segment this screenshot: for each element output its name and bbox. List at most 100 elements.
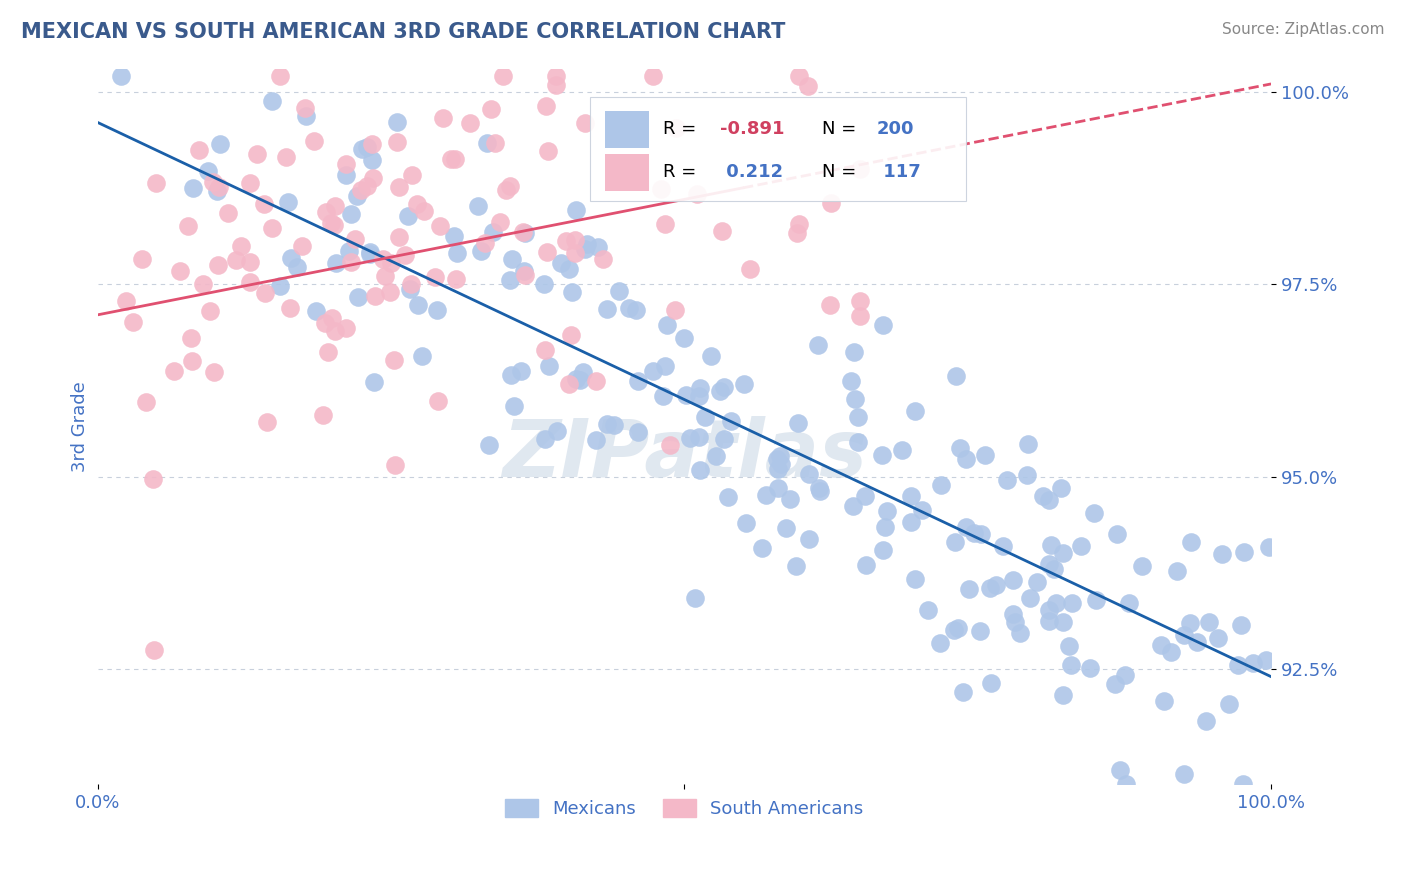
- Point: [484, 136, 506, 150]
- Legend: Mexicans, South Americans: Mexicans, South Americans: [498, 792, 870, 825]
- Point: [641, 69, 664, 83]
- Point: [321, 310, 343, 325]
- Point: [1105, 526, 1128, 541]
- Point: [239, 176, 262, 190]
- FancyBboxPatch shape: [605, 153, 650, 191]
- Point: [565, 372, 588, 386]
- Point: [1083, 506, 1105, 520]
- Point: [495, 183, 517, 197]
- Point: [280, 251, 302, 265]
- Point: [458, 116, 481, 130]
- Point: [900, 515, 922, 529]
- Point: [546, 424, 568, 438]
- Point: [314, 317, 336, 331]
- Point: [217, 206, 239, 220]
- Point: [207, 258, 229, 272]
- Point: [411, 350, 433, 364]
- Point: [873, 520, 896, 534]
- Point: [1226, 658, 1249, 673]
- Point: [388, 230, 411, 244]
- Point: [446, 272, 468, 286]
- Point: [201, 176, 224, 190]
- Point: [183, 181, 205, 195]
- Point: [659, 438, 682, 452]
- Point: [260, 220, 283, 235]
- Point: [197, 164, 219, 178]
- Point: [440, 152, 463, 166]
- Point: [683, 591, 706, 606]
- Point: [655, 318, 678, 333]
- Point: [946, 621, 969, 635]
- Point: [955, 520, 977, 534]
- Point: [574, 243, 596, 257]
- Point: [253, 197, 276, 211]
- Point: [779, 491, 801, 506]
- Point: [1001, 607, 1024, 621]
- Point: [1040, 538, 1063, 552]
- Point: [565, 202, 588, 217]
- Point: [872, 318, 894, 333]
- Point: [797, 532, 820, 546]
- Point: [1002, 573, 1025, 587]
- Point: [619, 301, 641, 315]
- Point: [695, 410, 717, 425]
- Point: [685, 187, 707, 202]
- Point: [808, 481, 831, 495]
- Point: [359, 247, 381, 261]
- Point: [444, 152, 467, 166]
- Point: [537, 144, 560, 158]
- Point: [842, 499, 865, 513]
- Point: [546, 69, 568, 83]
- Point: [254, 285, 277, 300]
- Point: [945, 369, 967, 384]
- Point: [603, 418, 626, 433]
- Point: [115, 294, 138, 309]
- Point: [568, 373, 591, 387]
- Point: [1078, 661, 1101, 675]
- Point: [426, 303, 449, 318]
- Point: [323, 199, 346, 213]
- Point: [1038, 558, 1060, 572]
- Point: [412, 204, 434, 219]
- Point: [193, 277, 215, 292]
- Point: [665, 121, 688, 136]
- Point: [229, 238, 252, 252]
- Point: [751, 541, 773, 556]
- Point: [586, 240, 609, 254]
- Point: [380, 256, 402, 270]
- Point: [346, 290, 368, 304]
- Point: [359, 245, 381, 260]
- Point: [361, 170, 384, 185]
- Point: [807, 338, 830, 352]
- Point: [1149, 638, 1171, 652]
- Point: [177, 219, 200, 234]
- Point: [1166, 564, 1188, 578]
- Point: [1230, 618, 1253, 632]
- Point: [1130, 559, 1153, 574]
- Point: [1258, 540, 1281, 554]
- Point: [943, 623, 966, 637]
- Point: [564, 233, 586, 247]
- Point: [135, 394, 157, 409]
- Point: [384, 458, 406, 472]
- Point: [371, 252, 394, 267]
- Point: [534, 432, 557, 446]
- Point: [993, 539, 1015, 553]
- Point: [256, 415, 278, 429]
- Text: Source: ZipAtlas.com: Source: ZipAtlas.com: [1222, 22, 1385, 37]
- Point: [797, 78, 820, 93]
- Point: [596, 301, 619, 316]
- Point: [810, 483, 832, 498]
- Point: [401, 277, 423, 291]
- Point: [733, 377, 755, 392]
- Point: [423, 270, 446, 285]
- Point: [335, 157, 357, 171]
- Point: [675, 387, 697, 401]
- Point: [766, 481, 789, 495]
- Text: ZIPatlas: ZIPatlas: [502, 416, 868, 494]
- Point: [980, 676, 1002, 690]
- Point: [572, 365, 595, 379]
- Point: [346, 188, 368, 202]
- Point: [785, 558, 807, 573]
- Point: [842, 344, 865, 359]
